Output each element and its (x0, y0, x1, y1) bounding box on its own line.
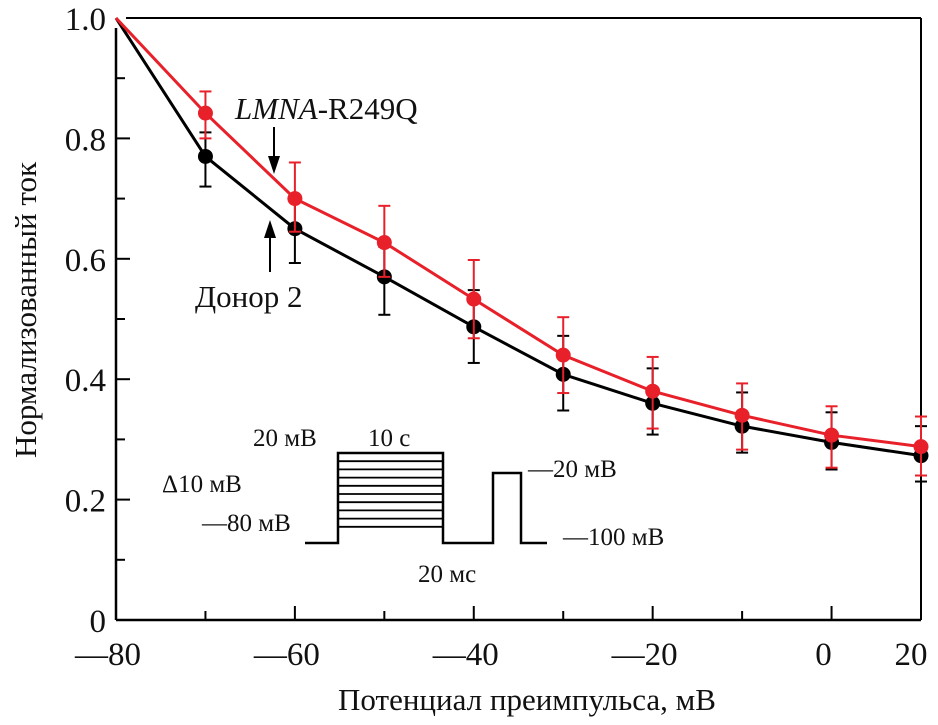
y-tick-label: 1.0 (65, 2, 106, 38)
protocol-label-test: —20 мВ (527, 456, 617, 483)
annotation-lmna-suffix: -R249Q (318, 91, 418, 126)
annotation-donor-label: Донор 2 (195, 279, 303, 314)
voltage-protocol-inset: 20 мВ 10 с Δ10 мВ —80 мВ 20 мс —20 мВ —1… (162, 425, 664, 588)
y-tick-label: 0 (90, 604, 107, 640)
series-lmna-r249q (114, 16, 929, 477)
annotation-lmna-label: LMNA-R249Q (234, 91, 418, 126)
x-axis-label: Потенциал преимпульса, мВ (338, 682, 716, 717)
protocol-label-gap: 20 мс (418, 561, 476, 588)
x-tick-label: 0 (815, 637, 832, 673)
data-point (645, 383, 661, 399)
y-tick-label: 0.8 (65, 122, 106, 158)
protocol-label-top-voltage: 20 мВ (253, 425, 317, 452)
protocol-trace (305, 451, 547, 545)
data-series (114, 16, 929, 483)
x-tick-label: —60 (253, 637, 320, 673)
series-line (114, 17, 922, 458)
x-tick-label: —40 (432, 637, 499, 673)
axis-ticks (115, 77, 833, 620)
annotation-lmna-italic: LMNA (234, 91, 319, 126)
data-point (913, 439, 929, 455)
data-point (824, 427, 840, 443)
x-tick-label: 20 (895, 637, 928, 673)
y-tick-label: 0.4 (65, 363, 106, 399)
series-line (114, 16, 922, 449)
data-point (734, 407, 750, 423)
data-point (197, 148, 213, 164)
data-point (197, 105, 213, 121)
x-tick-label: —20 (611, 637, 678, 673)
protocol-step-lines (338, 460, 443, 528)
y-tick-label: 0.6 (65, 243, 106, 279)
arrow-up-icon (264, 220, 276, 272)
data-point (555, 347, 571, 363)
data-point (466, 291, 482, 307)
x-tick-label: —80 (74, 637, 141, 673)
data-point (287, 191, 303, 207)
y-tick-label: 0.2 (65, 484, 106, 520)
data-point (376, 235, 392, 251)
series-donor-2 (114, 17, 929, 483)
plot-frame (114, 17, 922, 622)
y-axis-label: Нормализованный ток (8, 161, 43, 458)
axis-tick-labels: —80 —60 —40 —20 0 20 0 0.2 0.4 0.6 0.8 1.0 (65, 2, 928, 673)
arrow-down-icon (268, 127, 280, 174)
protocol-label-step: Δ10 мВ (162, 471, 242, 498)
protocol-label-hold: —80 мВ (201, 510, 291, 537)
protocol-label-duration: 10 с (368, 425, 410, 452)
protocol-label-base: —100 мВ (562, 524, 664, 551)
